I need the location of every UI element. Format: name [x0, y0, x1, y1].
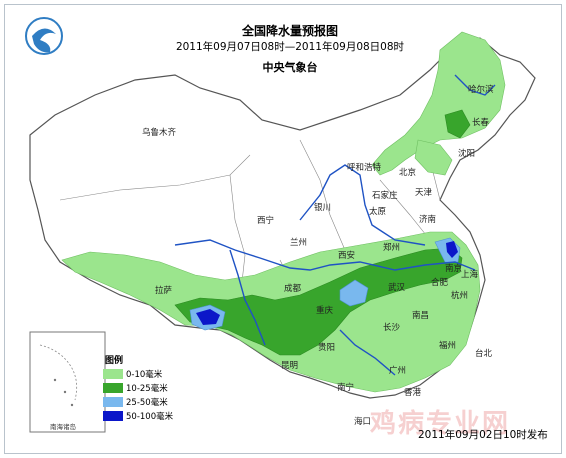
legend-label: 10-25毫米: [126, 384, 168, 394]
city-label: 福州: [439, 340, 456, 351]
rain-moderate-areas: [174, 109, 471, 356]
rivers: [174, 74, 496, 376]
city-labels: 乌鲁木齐 哈尔滨 长春 沈阳 呼和浩特 北京 天津 石家庄 银川 太原 济南 西…: [142, 84, 494, 427]
city-label: 成都: [284, 283, 302, 294]
legend-item-moderate: 10-25毫米: [103, 382, 168, 394]
city-label: 呼和浩特: [347, 162, 382, 173]
inset-label: 南海诸岛: [50, 423, 76, 431]
city-label: 拉萨: [155, 285, 173, 296]
city-label: 天津: [415, 187, 433, 198]
legend-swatch: [103, 411, 123, 421]
city-label: 西宁: [257, 215, 274, 226]
city-label: 银川: [314, 202, 331, 213]
city-label: 长春: [472, 117, 490, 128]
legend-label: 0-10毫米: [126, 370, 163, 380]
city-label: 上海: [461, 269, 479, 280]
city-label: 济南: [419, 214, 436, 225]
city-label: 广州: [389, 365, 406, 376]
city-label: 太原: [369, 206, 386, 217]
agency-name: 中央气象台: [262, 61, 318, 74]
city-label: 西安: [338, 250, 355, 261]
city-label: 长沙: [383, 322, 401, 333]
legend-item-heavy: 25-50毫米: [103, 396, 168, 408]
city-label: 昆明: [281, 361, 298, 371]
city-label: 武汉: [388, 282, 406, 293]
city-label: 贵阳: [318, 342, 335, 353]
city-label: 南宁: [337, 382, 354, 393]
legend-label: 50-100毫米: [126, 412, 174, 422]
city-label: 郑州: [383, 242, 400, 253]
south-china-sea-inset: [29, 331, 106, 433]
forecast-period: 2011年09月07日08时—2011年09月08日08时: [175, 41, 405, 53]
legend-swatch: [103, 369, 123, 379]
watermark: 鸡病专业网: [370, 409, 511, 439]
cma-swirl-icon: [25, 17, 63, 55]
legend-label: 25-50毫米: [126, 398, 168, 408]
city-label: 南昌: [412, 310, 429, 321]
city-label: 合肥: [431, 277, 449, 288]
city-label: 重庆: [316, 305, 334, 316]
city-label: 台北: [475, 348, 493, 359]
city-label: 海口: [354, 416, 371, 427]
city-label: 石家庄: [372, 190, 398, 201]
city-label: 杭州: [451, 290, 468, 301]
legend-swatch: [103, 383, 123, 393]
city-label: 北京: [399, 167, 416, 178]
city-label: 兰州: [290, 237, 307, 248]
city-label: 香港: [404, 387, 422, 398]
legend-item-light: 0-10毫米: [103, 368, 162, 380]
legend-title: 图例: [105, 356, 124, 366]
city-label: 沈阳: [458, 148, 475, 159]
rain-storm-areas: [196, 241, 458, 325]
map-title: 全国降水量预报图: [241, 24, 338, 38]
release-time: 2011年09月02日10时发布: [418, 429, 548, 441]
legend-swatch: [103, 397, 123, 407]
city-label: 乌鲁木齐: [142, 127, 177, 138]
legend-item-storm: 50-100毫米: [103, 410, 173, 422]
city-label: 哈尔滨: [468, 84, 494, 95]
city-label: 南京: [445, 263, 462, 274]
